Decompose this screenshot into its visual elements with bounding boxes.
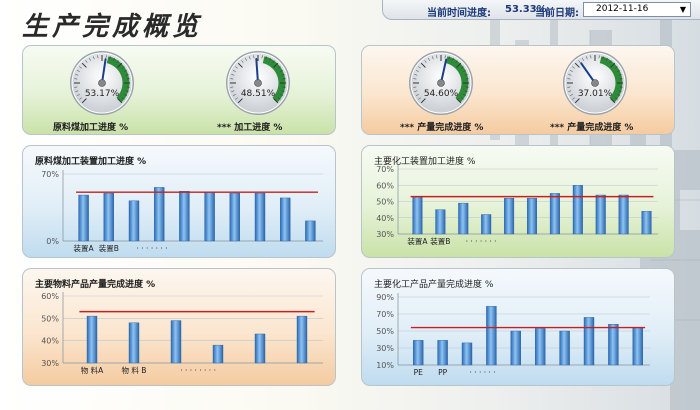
x-tick-label: · · · · · · · xyxy=(137,244,168,253)
gauge-label: 原料煤加工进度 % xyxy=(53,123,129,133)
bar-chart: 60% 50% 40% 30% 物 料A 物 料 B · · · · · · · · xyxy=(41,292,323,375)
y-tick-label: 30% xyxy=(376,344,394,353)
bar-chart: 70% 0% 装置A 装置B · · · · · · · xyxy=(41,170,323,253)
x-tick-label: · · · · · · · xyxy=(466,237,497,246)
bar[interactable] xyxy=(510,330,522,366)
chart-panel-raw-coal: 原料煤加工装置加工进度 % 70% 0% 装置A 装置B · · · · · · · xyxy=(22,145,336,258)
bar[interactable] xyxy=(595,194,606,235)
bar[interactable] xyxy=(212,344,224,364)
bar[interactable] xyxy=(128,200,140,242)
bar[interactable] xyxy=(608,324,619,366)
bar[interactable] xyxy=(254,192,266,242)
gauge-raw-coal: 53.17% xyxy=(69,50,135,116)
bar[interactable] xyxy=(204,191,215,242)
bar[interactable] xyxy=(504,198,515,235)
y-tick-label: 50% xyxy=(41,314,59,323)
page-title: 生产完成概览 xyxy=(22,12,203,42)
gauge-value: 48.51% xyxy=(240,89,276,99)
chart-panel-chemical-products: 主要化工产品产量完成进度 % 90% 70% 50% 30% 10% PE PP · · · … xyxy=(361,268,675,386)
x-tick-label: PE xyxy=(414,368,424,377)
bar[interactable] xyxy=(254,333,266,364)
bar[interactable] xyxy=(435,209,446,235)
bar[interactable] xyxy=(461,342,473,366)
x-tick-label: 物 料 B xyxy=(122,365,147,375)
time-progress-label: 当前时间进度: xyxy=(427,8,491,19)
gauge-label: *** 产量完成进度 % xyxy=(550,123,634,133)
chevron-down-icon[interactable]: ▼ xyxy=(679,5,687,14)
x-tick-label: 物 料A xyxy=(81,365,104,375)
bar[interactable] xyxy=(632,327,643,366)
bar[interactable] xyxy=(86,315,98,364)
bar[interactable] xyxy=(412,196,423,235)
bar[interactable] xyxy=(526,198,538,235)
bar[interactable] xyxy=(280,197,291,242)
bar[interactable] xyxy=(305,220,316,242)
x-tick-label: 装置A xyxy=(74,243,95,253)
y-tick-label: 40% xyxy=(41,337,59,346)
gauge-output-1: 54.60% xyxy=(408,50,474,116)
bar[interactable] xyxy=(413,340,424,366)
gauge-value: 53.17% xyxy=(84,89,120,99)
bar[interactable] xyxy=(229,192,241,242)
chart-title: 主要化工产品产量完成进度 % xyxy=(374,280,494,290)
bar[interactable] xyxy=(534,328,546,366)
y-tick-label: 50% xyxy=(376,198,394,207)
y-tick-label: 10% xyxy=(376,361,394,370)
bar-chart: 70% 60% 50% 40% 30% 装置A 装置B · · · · · · · xyxy=(376,165,658,246)
bar[interactable] xyxy=(128,322,140,364)
y-tick-label: 70% xyxy=(41,170,59,179)
date-value: 2012-11-16 xyxy=(596,4,649,14)
x-tick-label: 装置A xyxy=(407,236,428,246)
date-label: 当前日期: xyxy=(535,8,579,19)
chart-panel-materials: 主要物料产品产量完成进度 % 60% 50% 40% 30% 物 料A 物 料 B · · … xyxy=(22,268,336,386)
gauge-value: 37.01% xyxy=(577,89,613,99)
y-tick-label: 70% xyxy=(376,310,394,319)
chart-title: 主要化工装置加工进度 % xyxy=(374,157,476,167)
date-select[interactable]: 2012-11-16 ▼ xyxy=(583,2,691,17)
bar[interactable] xyxy=(549,193,560,235)
chart-panel-chemical-units: 主要化工装置加工进度 % 70% 60% 50% 40% 30% 装置A 装置B · · · … xyxy=(361,145,675,258)
y-tick-label: 70% xyxy=(376,165,394,174)
time-progress-value: 53.33% xyxy=(505,4,547,15)
y-tick-label: 60% xyxy=(376,181,394,190)
y-tick-label: 40% xyxy=(376,214,394,223)
bar[interactable] xyxy=(572,185,583,235)
gauge-value: 54.60% xyxy=(423,89,459,99)
x-tick-label: · · · · · · xyxy=(469,368,495,377)
x-tick-label: 装置B xyxy=(430,236,450,246)
y-tick-label: 0% xyxy=(46,237,59,246)
chart-title: 主要物料产品产量完成进度 % xyxy=(35,280,156,290)
bar[interactable] xyxy=(583,317,595,366)
bar[interactable] xyxy=(458,202,469,235)
chart-title: 原料煤加工装置加工进度 % xyxy=(35,157,147,167)
bar[interactable] xyxy=(559,330,570,366)
y-tick-label: 30% xyxy=(376,230,394,239)
bar[interactable] xyxy=(78,194,89,242)
y-tick-label: 90% xyxy=(376,293,394,302)
x-tick-label: 装置B xyxy=(99,243,119,253)
x-tick-label: PP xyxy=(438,368,448,377)
y-tick-label: 60% xyxy=(41,292,59,301)
status-bar: 当前时间进度: 53.33% 当前日期: 2012-11-16 ▼ xyxy=(382,0,700,20)
bar[interactable] xyxy=(296,315,308,364)
gauge-panel-output: 54.60% *** 产量完成进度 % 37.01% *** 产量完成进度 % xyxy=(361,45,675,135)
bar[interactable] xyxy=(618,194,629,235)
x-tick-label: · · · · · · · · xyxy=(180,366,216,375)
bar[interactable] xyxy=(103,192,115,242)
gauge-processing: 48.51% xyxy=(225,50,291,116)
y-tick-label: 50% xyxy=(376,327,394,336)
bar[interactable] xyxy=(170,320,182,364)
gauge-label: *** 加工进度 % xyxy=(217,123,283,133)
bar[interactable] xyxy=(486,306,497,366)
bar[interactable] xyxy=(481,214,492,235)
y-tick-label: 30% xyxy=(41,359,59,368)
bar[interactable] xyxy=(437,340,448,366)
gauge-output-2: 37.01% xyxy=(562,50,628,116)
bar[interactable] xyxy=(153,187,165,242)
bar[interactable] xyxy=(179,191,190,242)
bar-chart: 90% 70% 50% 30% 10% PE PP · · · · · · xyxy=(376,293,650,377)
gauge-panel-processing: 53.17% 原料煤加工进度 % 48.51% *** 加工进度 % xyxy=(22,45,336,135)
bar[interactable] xyxy=(641,211,652,235)
gauge-label: *** 产量完成进度 % xyxy=(400,123,484,133)
